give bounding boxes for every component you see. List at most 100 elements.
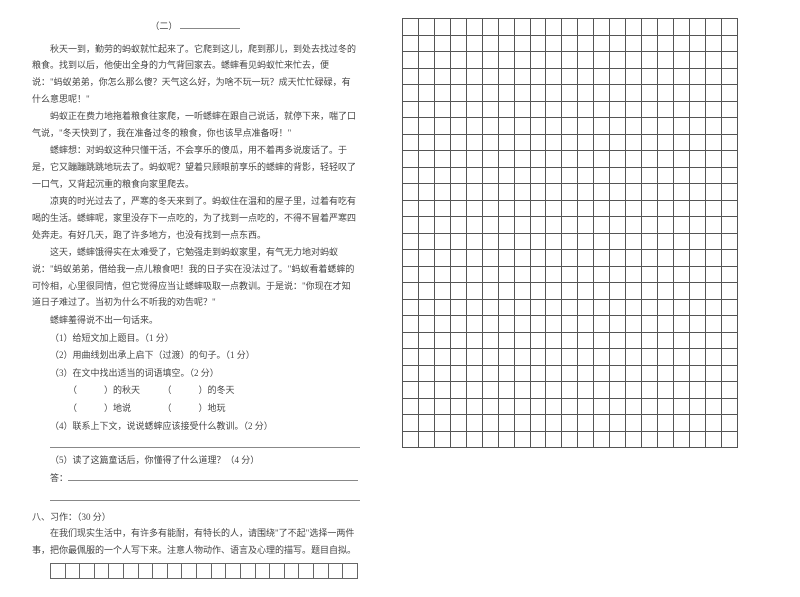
grid-cell <box>418 217 434 234</box>
grid-cell <box>434 398 450 415</box>
grid-cell <box>434 316 450 333</box>
grid-cell <box>403 415 419 432</box>
grid-cell <box>514 184 530 201</box>
grid-cell <box>673 250 689 267</box>
grid-cell <box>450 316 466 333</box>
grid-cell <box>403 68 419 85</box>
grid-cell <box>466 85 482 102</box>
grid-cell <box>626 200 642 217</box>
grid-cell <box>450 151 466 168</box>
grid-cell <box>482 19 498 36</box>
grid-cell <box>450 200 466 217</box>
grid-cell <box>434 382 450 399</box>
grid-cell <box>403 134 419 151</box>
grid-cell <box>514 382 530 399</box>
grid-cell <box>514 299 530 316</box>
grid-cell <box>418 167 434 184</box>
grid-cell <box>562 431 578 448</box>
grid-cell <box>705 151 721 168</box>
grid-cell <box>514 365 530 382</box>
grid-cell <box>594 85 610 102</box>
grid-cell <box>658 382 674 399</box>
grid-cell <box>594 151 610 168</box>
grid-cell <box>418 134 434 151</box>
grid-cell <box>562 382 578 399</box>
grid-cell <box>673 118 689 135</box>
grid-cell <box>546 167 562 184</box>
grid-cell <box>434 101 450 118</box>
grid-cell <box>498 431 514 448</box>
grid-cell <box>578 118 594 135</box>
grid-cell <box>721 415 737 432</box>
grid-cell <box>418 85 434 102</box>
grid-cell <box>482 35 498 52</box>
grid-cell <box>673 101 689 118</box>
grid-cell <box>418 52 434 69</box>
grid-cell <box>482 101 498 118</box>
bottom-cell <box>51 563 66 578</box>
grid-cell <box>546 398 562 415</box>
grid-cell <box>658 365 674 382</box>
grid-cell <box>418 415 434 432</box>
grid-cell <box>530 332 546 349</box>
grid-cell <box>610 19 626 36</box>
grid-cell <box>514 35 530 52</box>
grid-cell <box>450 217 466 234</box>
grid-cell <box>594 250 610 267</box>
grid-cell <box>450 68 466 85</box>
grid-cell <box>689 316 705 333</box>
grid-cell <box>482 266 498 283</box>
grid-cell <box>466 151 482 168</box>
grid-cell <box>658 184 674 201</box>
grid-cell <box>658 200 674 217</box>
grid-cell <box>562 233 578 250</box>
grid-cell <box>658 283 674 300</box>
grid-cell <box>578 250 594 267</box>
passage-title: （二） <box>32 18 358 35</box>
grid-cell <box>658 250 674 267</box>
grid-cell <box>689 200 705 217</box>
q3a-right: ）的冬天 <box>199 385 235 395</box>
grid-cell <box>578 85 594 102</box>
grid-cell <box>530 151 546 168</box>
grid-cell <box>721 85 737 102</box>
grid-cell <box>689 299 705 316</box>
grid-cell <box>546 382 562 399</box>
grid-cell <box>721 349 737 366</box>
grid-cell <box>466 167 482 184</box>
grid-cell <box>403 233 419 250</box>
grid-cell <box>530 200 546 217</box>
grid-cell <box>498 184 514 201</box>
grid-cell <box>610 349 626 366</box>
grid-cell <box>578 332 594 349</box>
grid-cell <box>466 266 482 283</box>
bottom-cell <box>109 563 124 578</box>
grid-cell <box>466 299 482 316</box>
grid-cell <box>721 283 737 300</box>
grid-cell <box>498 101 514 118</box>
grid-cell <box>434 52 450 69</box>
grid-cell <box>530 167 546 184</box>
grid-cell <box>658 332 674 349</box>
grid-cell <box>450 266 466 283</box>
grid-cell <box>450 52 466 69</box>
grid-cell <box>721 151 737 168</box>
grid-cell <box>673 299 689 316</box>
grid-cell <box>673 316 689 333</box>
grid-cell <box>418 349 434 366</box>
grid-cell <box>466 217 482 234</box>
grid-cell <box>546 19 562 36</box>
grid-cell <box>403 118 419 135</box>
grid-cell <box>721 365 737 382</box>
bottom-cell <box>153 563 168 578</box>
grid-cell <box>466 200 482 217</box>
grid-cell <box>578 316 594 333</box>
grid-cell <box>530 134 546 151</box>
grid-cell <box>450 415 466 432</box>
grid-cell <box>658 151 674 168</box>
grid-cell <box>642 398 658 415</box>
grid-cell <box>514 101 530 118</box>
grid-cell <box>482 85 498 102</box>
grid-cell <box>546 332 562 349</box>
grid-cell <box>689 151 705 168</box>
